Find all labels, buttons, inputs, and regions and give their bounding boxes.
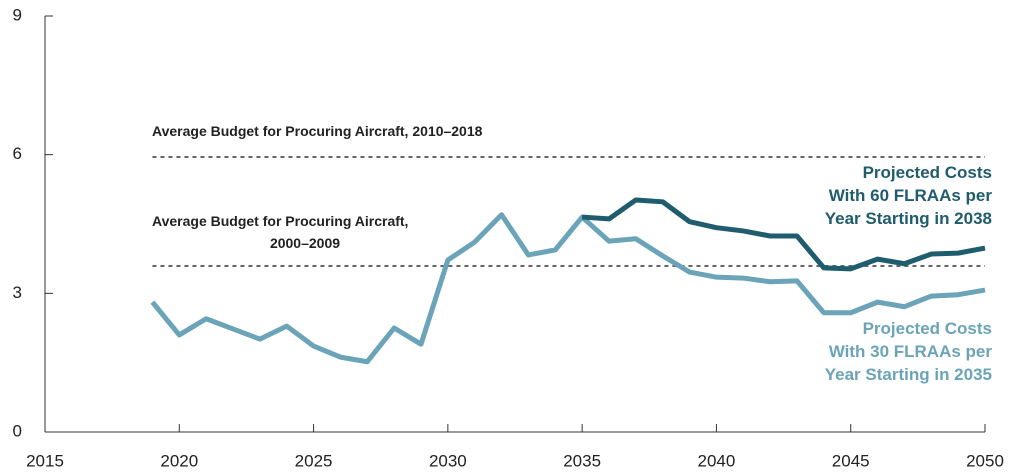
y-tick-label: 3 xyxy=(13,283,22,302)
series-label-line: With 60 FLRAAs per xyxy=(829,186,993,205)
series-label-line: Projected Costs xyxy=(863,319,992,338)
x-tick-label: 2035 xyxy=(563,451,601,470)
x-tick-label: 2050 xyxy=(966,451,1004,470)
series-label: Projected Costs With 60 FLRAAs per Year St… xyxy=(825,163,993,228)
series-label-line: With 30 FLRAAs per xyxy=(829,342,993,361)
x-tick-label: 2025 xyxy=(295,451,333,470)
reference-label: Average Budget for Procuring Aircraft, 2… xyxy=(152,123,483,139)
reference-label-line: 2000–2009 xyxy=(270,235,340,251)
x-tick-label: 2040 xyxy=(698,451,736,470)
reference-label-line: Average Budget for Procuring Aircraft, xyxy=(152,213,408,229)
y-tick-label: 9 xyxy=(13,5,22,24)
series-line xyxy=(581,197,986,272)
x-tick-label: 2020 xyxy=(160,451,198,470)
series-label-line: Projected Costs xyxy=(863,163,992,182)
series-label-line: Year Starting in 2038 xyxy=(825,209,992,228)
series-line xyxy=(150,212,986,365)
y-tick-label: 0 xyxy=(13,421,22,440)
series-label: Projected Costs With 30 FLRAAs per Year St… xyxy=(825,319,993,384)
x-tick-label: 2030 xyxy=(429,451,467,470)
x-tick-label: 2015 xyxy=(26,451,64,470)
series-label-line: Year Starting in 2035 xyxy=(825,365,992,384)
reference-label-line: Average Budget for Procuring Aircraft, 2… xyxy=(152,123,483,139)
x-tick-label: 2045 xyxy=(832,451,870,470)
reference-label: Average Budget for Procuring Aircraft, 20… xyxy=(152,213,408,251)
y-tick-label: 6 xyxy=(13,144,22,163)
